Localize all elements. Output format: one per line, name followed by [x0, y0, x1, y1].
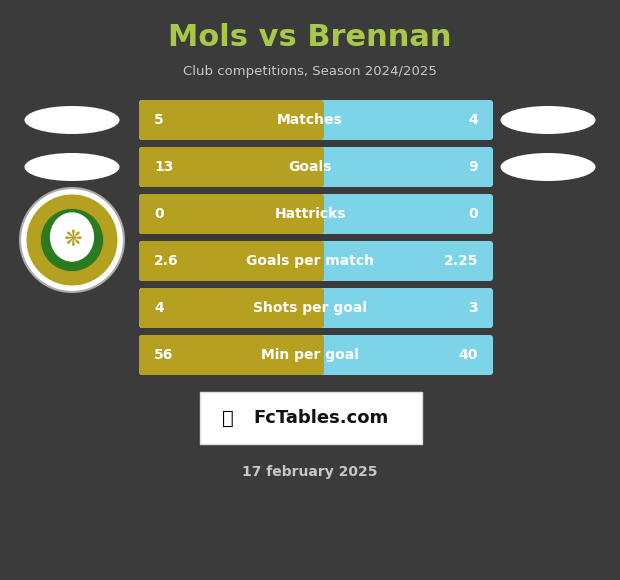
Text: 4: 4 [468, 113, 478, 127]
Text: Club competitions, Season 2024/2025: Club competitions, Season 2024/2025 [183, 66, 437, 78]
FancyBboxPatch shape [139, 100, 493, 140]
FancyBboxPatch shape [200, 392, 422, 444]
Ellipse shape [20, 188, 124, 292]
Bar [316, 291, 324, 325]
Text: Goals: Goals [288, 160, 332, 174]
FancyBboxPatch shape [139, 335, 493, 375]
Text: 2.6: 2.6 [154, 254, 179, 268]
Text: 17 february 2025: 17 february 2025 [242, 465, 378, 479]
Text: 3: 3 [468, 301, 478, 315]
Text: Shots per goal: Shots per goal [253, 301, 367, 315]
Bar [316, 197, 324, 231]
FancyBboxPatch shape [139, 194, 493, 234]
FancyBboxPatch shape [139, 147, 493, 187]
Text: 📊: 📊 [222, 408, 234, 427]
Text: 9: 9 [468, 160, 478, 174]
Text: 2.25: 2.25 [443, 254, 478, 268]
FancyBboxPatch shape [139, 147, 324, 187]
Text: ❋: ❋ [63, 230, 81, 250]
FancyBboxPatch shape [139, 241, 324, 281]
Text: Hattricks: Hattricks [274, 207, 346, 221]
Text: 56: 56 [154, 348, 174, 362]
Text: Mols vs Brennan: Mols vs Brennan [168, 24, 452, 53]
FancyBboxPatch shape [139, 194, 324, 234]
FancyBboxPatch shape [139, 241, 493, 281]
FancyBboxPatch shape [139, 288, 324, 328]
Text: 4: 4 [154, 301, 164, 315]
Text: FcTables.com: FcTables.com [254, 409, 389, 427]
FancyBboxPatch shape [139, 288, 493, 328]
Text: 0: 0 [154, 207, 164, 221]
Text: Min per goal: Min per goal [261, 348, 359, 362]
Text: 13: 13 [154, 160, 174, 174]
Ellipse shape [25, 106, 120, 134]
Text: 40: 40 [459, 348, 478, 362]
Text: 0: 0 [468, 207, 478, 221]
Bar [316, 150, 324, 184]
Ellipse shape [500, 153, 595, 181]
Bar [316, 244, 324, 278]
Bar [316, 338, 324, 372]
Ellipse shape [27, 194, 118, 285]
Ellipse shape [25, 153, 120, 181]
Text: 5: 5 [154, 113, 164, 127]
Ellipse shape [500, 106, 595, 134]
Text: Matches: Matches [277, 113, 343, 127]
FancyBboxPatch shape [139, 100, 324, 140]
Ellipse shape [50, 212, 94, 262]
FancyBboxPatch shape [139, 335, 324, 375]
Bar [316, 103, 324, 137]
Ellipse shape [41, 209, 103, 271]
Text: Goals per match: Goals per match [246, 254, 374, 268]
